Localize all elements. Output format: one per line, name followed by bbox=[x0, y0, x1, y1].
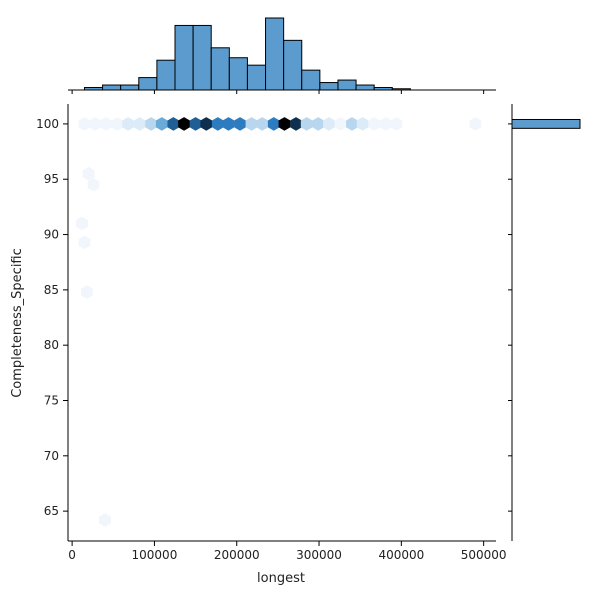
y-marginal-histogram bbox=[508, 104, 581, 541]
x-hist-bar bbox=[337, 79, 357, 91]
x-hist-bar bbox=[120, 84, 140, 91]
y-hist-bar bbox=[511, 118, 581, 129]
hexbin-layer bbox=[76, 117, 482, 527]
hexbin bbox=[78, 235, 91, 250]
hexbin bbox=[99, 117, 112, 131]
x-marginal-histogram bbox=[68, 17, 496, 94]
hexbin bbox=[82, 166, 95, 181]
x-tick-label: 100000 bbox=[132, 548, 178, 562]
hexbin bbox=[167, 117, 180, 131]
x-hist-bar bbox=[228, 57, 248, 91]
hexbin bbox=[189, 117, 202, 131]
hexbin bbox=[234, 117, 246, 131]
hexbin bbox=[99, 513, 111, 527]
x-hist-bar bbox=[319, 82, 339, 91]
hexbin bbox=[312, 117, 325, 131]
y-tick-label: 75 bbox=[44, 393, 59, 407]
hexbin bbox=[346, 117, 358, 131]
hexbin bbox=[211, 117, 224, 131]
hexbin bbox=[278, 117, 291, 131]
y-tick-label: 95 bbox=[44, 172, 59, 186]
hexbin bbox=[267, 117, 280, 131]
x-tick-label: 400000 bbox=[378, 548, 424, 562]
hexbin bbox=[200, 117, 213, 131]
hexbin bbox=[178, 117, 190, 131]
x-hist-bar bbox=[265, 17, 285, 91]
hexbin bbox=[379, 117, 392, 131]
hexbin bbox=[155, 117, 168, 131]
y-tick-label: 100 bbox=[36, 117, 59, 131]
hexbin bbox=[81, 285, 93, 299]
y-tick-label: 80 bbox=[44, 338, 59, 352]
hexbin bbox=[368, 117, 381, 131]
x-hist-bar bbox=[246, 64, 267, 91]
hexbin bbox=[87, 177, 100, 192]
x-hist-bar bbox=[138, 77, 158, 91]
x-tick-label: 0 bbox=[68, 548, 76, 562]
x-tick-label: 200000 bbox=[214, 548, 260, 562]
y-tick-label: 90 bbox=[44, 228, 59, 242]
x-hist-bar bbox=[210, 47, 230, 91]
hexbin bbox=[323, 117, 335, 131]
hexbin bbox=[245, 117, 258, 131]
x-tick-label: 500000 bbox=[461, 548, 507, 562]
hexbin bbox=[390, 117, 403, 131]
x-hist-bar bbox=[156, 59, 176, 91]
main-axes: 0 100000 200000 300000 400000 500000 65 70 75 80 8… bbox=[36, 104, 507, 562]
hexbin bbox=[256, 117, 269, 131]
hexbin bbox=[222, 117, 235, 131]
y-axis-label: Completeness_Specific bbox=[10, 248, 25, 398]
hexbin bbox=[133, 117, 146, 131]
x-hist-bar bbox=[102, 84, 122, 91]
hexbin bbox=[290, 117, 302, 131]
x-hist-bar bbox=[301, 69, 321, 91]
hexbin bbox=[76, 216, 88, 231]
x-hist-bar bbox=[174, 24, 194, 91]
x-hist-bar bbox=[283, 39, 303, 91]
y-tick-label: 85 bbox=[44, 283, 59, 297]
hexbin bbox=[300, 117, 313, 131]
hexbin bbox=[78, 117, 91, 131]
hexbin bbox=[145, 117, 158, 131]
x-hist-bar bbox=[355, 84, 375, 91]
x-hist-bar bbox=[192, 24, 212, 91]
hexbin bbox=[334, 117, 347, 131]
hexbin bbox=[122, 117, 134, 131]
y-tick-label: 65 bbox=[44, 504, 59, 518]
hexbin bbox=[469, 117, 482, 131]
x-tick-label: 300000 bbox=[296, 548, 342, 562]
y-tick-label: 70 bbox=[44, 449, 59, 463]
hexbin bbox=[111, 117, 124, 131]
hexbin bbox=[356, 117, 369, 131]
hexbin bbox=[89, 117, 102, 131]
x-axis-label: longest bbox=[257, 571, 305, 586]
